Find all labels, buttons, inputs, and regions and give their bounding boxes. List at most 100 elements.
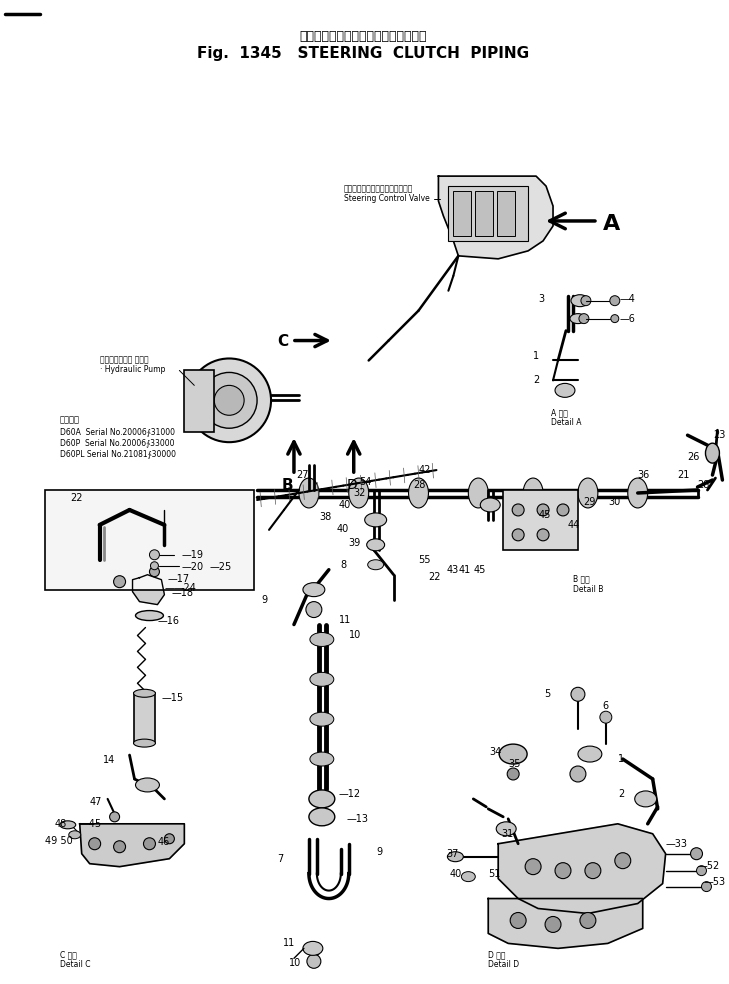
Ellipse shape — [133, 739, 155, 747]
Text: 26: 26 — [687, 452, 700, 462]
Text: A 詳細: A 詳細 — [551, 408, 568, 417]
Bar — [497, 191, 515, 236]
Text: 47: 47 — [90, 797, 102, 807]
Ellipse shape — [299, 478, 319, 508]
Circle shape — [144, 837, 155, 850]
Ellipse shape — [578, 746, 602, 762]
Text: ステアリング　クラッチ　パイピング: ステアリング クラッチ パイピング — [299, 30, 426, 42]
Ellipse shape — [496, 822, 516, 835]
Text: —20: —20 — [182, 562, 203, 572]
Polygon shape — [438, 176, 553, 259]
Text: 40: 40 — [449, 869, 461, 879]
Text: 22: 22 — [70, 493, 82, 503]
Text: ——24: ——24 — [165, 583, 196, 592]
Ellipse shape — [706, 443, 720, 463]
Text: 21: 21 — [677, 470, 690, 480]
Text: 45: 45 — [473, 565, 486, 575]
Ellipse shape — [578, 478, 598, 508]
Text: —13: —13 — [347, 814, 369, 824]
Circle shape — [149, 550, 160, 560]
Circle shape — [571, 687, 585, 702]
Ellipse shape — [628, 478, 647, 508]
Text: · Hydraulic Pump: · Hydraulic Pump — [100, 365, 165, 375]
Circle shape — [701, 882, 712, 892]
Text: Detail C: Detail C — [60, 960, 90, 969]
Text: Fig.  1345   STEERING  CLUTCH  PIPING: Fig. 1345 STEERING CLUTCH PIPING — [197, 45, 529, 61]
Text: 27: 27 — [296, 470, 308, 480]
Polygon shape — [79, 824, 184, 867]
Text: 2: 2 — [533, 376, 539, 386]
Polygon shape — [133, 575, 165, 604]
Text: 23: 23 — [714, 430, 726, 440]
Text: ハイドロリック ポンプ: ハイドロリック ポンプ — [100, 355, 148, 364]
Text: D: D — [347, 478, 357, 492]
Text: —15: —15 — [161, 694, 184, 704]
Text: 31: 31 — [502, 829, 513, 838]
Text: Steering Control Valve: Steering Control Valve — [344, 194, 429, 203]
Text: B: B — [282, 478, 294, 493]
Text: —53: —53 — [703, 877, 725, 887]
Circle shape — [150, 562, 158, 570]
Text: 45: 45 — [538, 510, 550, 520]
Ellipse shape — [310, 672, 334, 686]
Text: —16: —16 — [157, 616, 179, 626]
Text: 48: 48 — [55, 819, 67, 829]
Ellipse shape — [133, 690, 155, 698]
Text: 5: 5 — [544, 690, 550, 700]
Ellipse shape — [310, 752, 334, 766]
Circle shape — [512, 504, 524, 516]
Circle shape — [214, 386, 244, 415]
Text: —12: —12 — [339, 789, 361, 799]
Text: 9: 9 — [261, 594, 268, 604]
Bar — [184, 370, 214, 432]
Text: —25: —25 — [209, 562, 232, 572]
Text: 8: 8 — [340, 560, 347, 570]
Ellipse shape — [499, 744, 527, 764]
Ellipse shape — [468, 478, 488, 508]
Text: 35: 35 — [508, 759, 521, 769]
Text: 54: 54 — [359, 477, 371, 487]
Ellipse shape — [136, 611, 163, 621]
Bar — [475, 191, 494, 236]
Bar — [448, 186, 528, 241]
Text: Detail D: Detail D — [488, 960, 519, 969]
Text: D60PL Serial No.21081∱30000: D60PL Serial No.21081∱30000 — [60, 449, 176, 459]
Ellipse shape — [523, 478, 543, 508]
Circle shape — [545, 916, 561, 933]
Circle shape — [187, 358, 271, 442]
Circle shape — [109, 812, 120, 822]
Circle shape — [89, 837, 101, 850]
Text: 10: 10 — [348, 630, 361, 640]
Text: D60P  Serial No.20006∱33000: D60P Serial No.20006∱33000 — [60, 438, 174, 447]
Text: 22: 22 — [429, 572, 441, 582]
Ellipse shape — [310, 712, 334, 726]
Text: —45: —45 — [79, 819, 102, 829]
Text: 7: 7 — [277, 854, 284, 864]
Text: 14: 14 — [103, 755, 115, 766]
Circle shape — [537, 504, 549, 516]
Text: ステアリングコントロールバルブ: ステアリングコントロールバルブ — [344, 184, 413, 193]
Circle shape — [690, 848, 703, 860]
Text: 38: 38 — [319, 512, 331, 522]
Circle shape — [611, 315, 619, 323]
Text: C 詳細: C 詳細 — [60, 951, 77, 959]
Text: 1: 1 — [533, 350, 539, 360]
Circle shape — [165, 833, 174, 843]
Ellipse shape — [136, 778, 160, 792]
Text: C: C — [277, 334, 288, 348]
Ellipse shape — [635, 791, 657, 807]
Text: —52: —52 — [698, 861, 720, 871]
Text: 9: 9 — [377, 847, 383, 857]
Circle shape — [114, 576, 125, 587]
Text: 37: 37 — [446, 849, 459, 859]
Circle shape — [557, 504, 569, 516]
Text: 1: 1 — [617, 754, 624, 764]
Ellipse shape — [348, 478, 369, 508]
Text: —4: —4 — [620, 293, 636, 304]
Text: —17: —17 — [168, 574, 190, 584]
Text: 11: 11 — [283, 939, 295, 949]
Text: 適用機種: 適用機種 — [60, 415, 79, 424]
Circle shape — [600, 711, 612, 723]
Text: 44: 44 — [568, 520, 580, 530]
Bar — [133, 694, 155, 743]
